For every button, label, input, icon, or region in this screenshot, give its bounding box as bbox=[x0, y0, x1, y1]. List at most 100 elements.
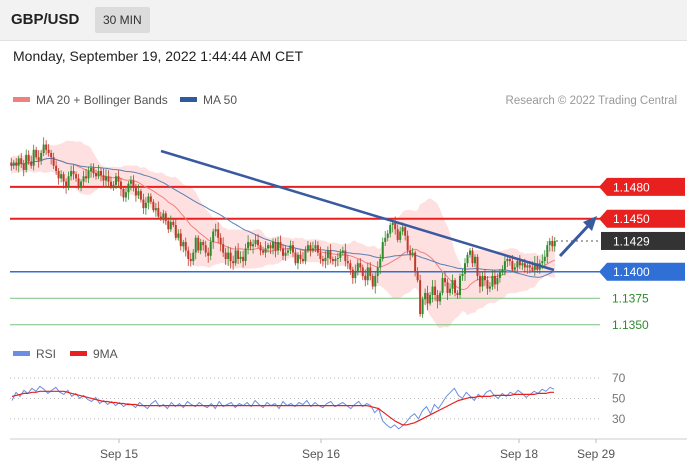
level-labels: 1.1480 1.1450 1.1429 1.1400 1.1375 1.1350 bbox=[599, 177, 685, 332]
ma20-legend-label: MA 20 + Bollinger Bands bbox=[36, 93, 168, 107]
x-tick-label: Sep 29 bbox=[577, 447, 615, 461]
candle-body bbox=[72, 171, 75, 175]
candle-body bbox=[361, 267, 364, 276]
level-tag-1-1450 bbox=[599, 209, 685, 228]
candle-body bbox=[92, 167, 95, 174]
candle-body bbox=[77, 178, 80, 187]
candle-body bbox=[306, 245, 309, 251]
candle-body bbox=[548, 240, 551, 246]
candle-body bbox=[483, 275, 486, 281]
current-price-label: 1.1429 bbox=[613, 234, 650, 248]
candle-body bbox=[321, 258, 324, 262]
candle-body bbox=[454, 280, 457, 293]
candle-body bbox=[154, 208, 157, 211]
ma9-legend-swatch bbox=[70, 351, 87, 356]
candle-body bbox=[326, 250, 329, 258]
candle-body bbox=[541, 261, 544, 264]
candle-body bbox=[119, 181, 122, 190]
candle-body bbox=[264, 248, 267, 253]
rsi-tick-50: 50 bbox=[612, 391, 626, 405]
candle-body bbox=[15, 162, 18, 166]
level-label-1-1480: 1.1480 bbox=[613, 180, 650, 194]
candle-body bbox=[114, 176, 117, 185]
candle-body bbox=[177, 233, 180, 238]
candle-body bbox=[449, 288, 452, 293]
candle-body bbox=[441, 278, 444, 293]
candle-body bbox=[274, 242, 277, 251]
candle-body bbox=[25, 155, 28, 170]
candle-body bbox=[299, 254, 302, 259]
ma50-legend-label: MA 50 bbox=[203, 93, 237, 107]
candle-body bbox=[75, 174, 78, 179]
candle-body bbox=[551, 240, 554, 247]
candle-body bbox=[501, 269, 504, 272]
candle-body bbox=[269, 245, 272, 249]
candle-body bbox=[179, 233, 182, 247]
candle-body bbox=[286, 250, 289, 253]
candle-body bbox=[291, 245, 294, 253]
candle-body bbox=[197, 237, 200, 251]
candle-body bbox=[466, 254, 469, 264]
candle-body bbox=[284, 252, 287, 256]
candle-body bbox=[222, 244, 225, 253]
candle-body bbox=[461, 273, 464, 276]
candle-body bbox=[376, 267, 379, 276]
candle-body bbox=[401, 227, 404, 232]
candle-body bbox=[224, 252, 227, 259]
candle-body bbox=[339, 252, 342, 258]
candle-body bbox=[526, 265, 529, 268]
candle-body bbox=[184, 242, 187, 251]
candle-body bbox=[147, 196, 150, 203]
candle-body bbox=[503, 261, 506, 270]
rsi-tick-70: 70 bbox=[612, 371, 626, 385]
candle-body bbox=[431, 286, 434, 296]
ma9-legend-label: 9MA bbox=[93, 347, 118, 361]
candle-body bbox=[349, 263, 352, 270]
credit-label: Research © 2022 Trading Central bbox=[506, 95, 677, 107]
rsi-tick-30: 30 bbox=[612, 412, 626, 426]
candle-body bbox=[124, 192, 127, 198]
candle-body bbox=[468, 250, 471, 255]
candle-body bbox=[37, 157, 40, 161]
candle-body bbox=[493, 275, 496, 285]
candle-body bbox=[296, 254, 299, 264]
candle-body bbox=[366, 267, 369, 281]
ma50-legend-swatch bbox=[180, 97, 197, 102]
candle-body bbox=[351, 269, 354, 279]
timestamp: Monday, September 19, 2022 1:44:44 AM CE… bbox=[13, 48, 304, 64]
candle-body bbox=[80, 181, 83, 187]
candle-body bbox=[436, 295, 439, 302]
candle-body bbox=[52, 157, 55, 166]
top-bar: GBP/USD 30 MIN bbox=[0, 0, 687, 41]
candle-body bbox=[40, 152, 43, 161]
candle-body bbox=[182, 242, 185, 247]
candle-body bbox=[419, 280, 422, 315]
candle-body bbox=[35, 149, 38, 158]
candle-body bbox=[104, 176, 107, 181]
candle-body bbox=[67, 176, 70, 187]
timeframe-button[interactable]: 30 MIN bbox=[95, 7, 150, 33]
candle-body bbox=[304, 250, 307, 262]
projection-arrow-head bbox=[583, 216, 597, 231]
candle-body bbox=[32, 149, 35, 166]
candle-body bbox=[194, 237, 197, 253]
candle-body bbox=[399, 231, 402, 240]
candle-body bbox=[528, 265, 531, 268]
candle-body bbox=[169, 221, 172, 230]
candle-body bbox=[249, 242, 252, 247]
candle-body bbox=[187, 250, 190, 259]
candle-body bbox=[344, 250, 347, 262]
x-axis: Sep 15 Sep 16 Sep 18 Sep 29 bbox=[100, 439, 615, 461]
candle-body bbox=[311, 248, 314, 251]
candle-body bbox=[60, 174, 63, 179]
candle-body bbox=[294, 252, 297, 264]
candle-body bbox=[85, 176, 88, 179]
candle-body bbox=[359, 263, 362, 268]
instrument-title: GBP/USD bbox=[11, 11, 80, 28]
candle-body bbox=[207, 252, 210, 256]
candle-body bbox=[247, 242, 250, 249]
candle-body bbox=[282, 248, 284, 256]
candle-body bbox=[553, 240, 556, 247]
current-price-tag bbox=[601, 231, 685, 250]
trend-overlays bbox=[160, 149, 597, 272]
